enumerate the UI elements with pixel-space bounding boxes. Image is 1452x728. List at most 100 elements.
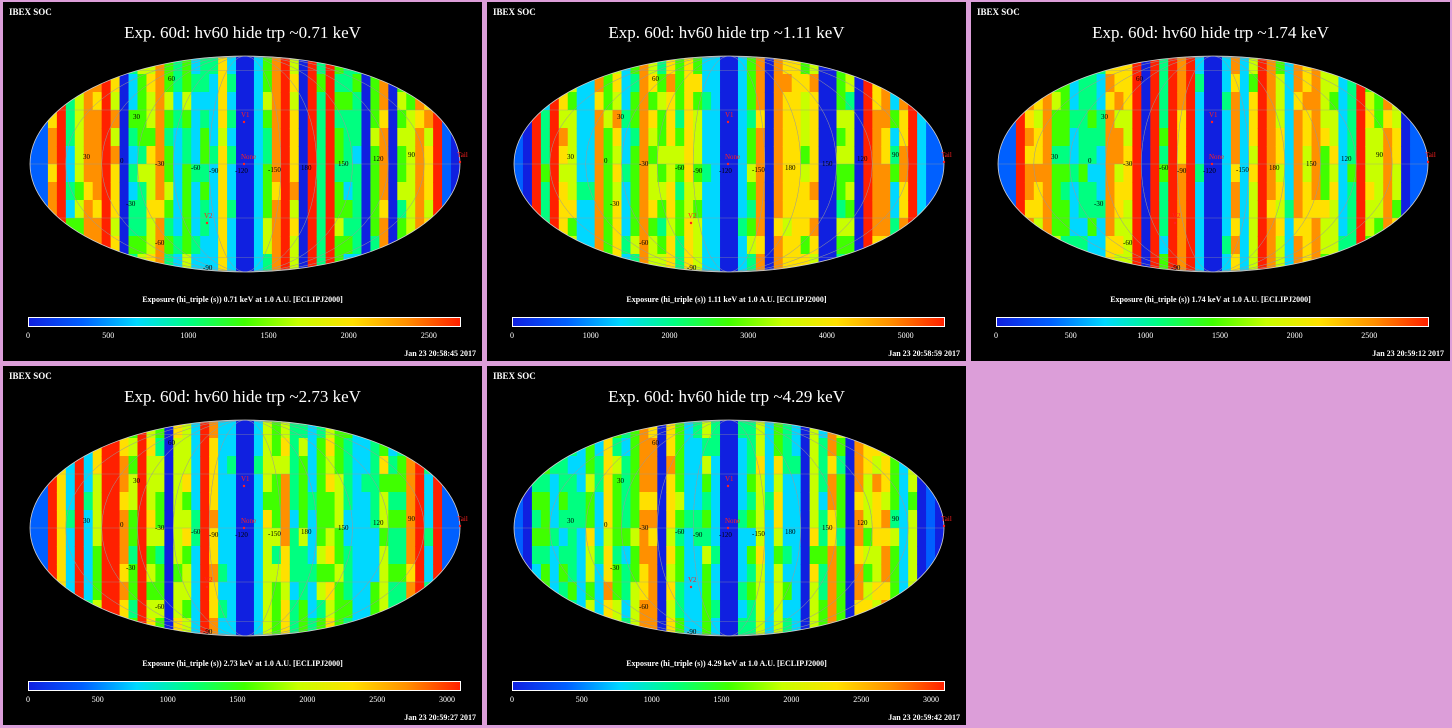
map-cell [809,546,820,565]
map-cell [1150,110,1160,129]
map-cell [128,456,139,475]
map-marker-dot [458,524,462,528]
map-cell [935,510,944,529]
map-cell [200,528,210,547]
map-cell [998,182,1008,201]
map-cell [325,564,336,583]
map-cell [307,510,318,529]
map-cell [926,600,936,619]
map-cell [1338,254,1348,272]
grid-label: 60 [168,75,176,83]
map-cell [245,92,255,111]
map-cell [621,182,632,201]
map-cell [415,146,425,165]
map-cell [191,146,201,165]
map-cell [379,474,389,493]
map-cell [1042,218,1053,237]
map-cell [890,146,900,165]
map-cell [253,600,264,619]
map-cell [1024,146,1035,165]
map-cell [271,74,282,93]
colorbar [28,317,461,327]
grid-label: 30 [617,113,625,121]
map-cell [361,618,372,636]
map-cell [83,420,94,439]
map-cell [155,110,165,129]
map-cell [1078,254,1089,272]
map-cell [899,474,909,493]
map-cell [191,582,201,601]
map-cell [558,74,569,93]
map-cell [1105,218,1116,237]
map-cell [83,528,94,547]
map-cell [137,474,148,493]
map-marker-label: V1 [1209,111,1218,119]
map-cell [863,200,873,219]
map-cell [182,564,192,583]
map-cell [271,510,282,529]
map-cell [379,510,389,529]
map-cell [137,146,148,165]
map-cell [514,546,524,565]
map-cell [729,254,739,272]
map-cell [316,128,327,147]
map-cell [818,110,829,129]
map-marker-label: Tail [1425,151,1436,159]
map-cell [630,128,641,147]
map-cell [549,546,560,565]
map-cell [746,236,757,255]
map-cell [1284,218,1295,237]
map-cell [1114,146,1125,165]
map-cell [406,128,416,147]
map-cell [334,200,345,219]
map-cell [917,420,927,439]
map-cell [110,92,121,111]
map-cell [1248,236,1259,255]
map-cell [612,510,623,529]
map-cell [92,128,103,147]
map-cell [585,420,596,439]
map-cell [827,110,838,129]
map-cell [514,438,524,457]
map-cell [191,110,201,129]
map-cell [737,254,748,272]
map-cell [343,420,354,439]
map-cell [827,56,838,75]
map-cell [262,510,273,529]
map-cell [621,420,632,439]
map-cell [711,182,721,201]
map-cell [289,254,300,272]
map-cell [998,92,1008,111]
map-cell [1015,254,1026,272]
map-cell [764,92,775,111]
map-cell [92,474,103,493]
map-cell [639,456,649,475]
map-cell [1410,254,1420,272]
map-cell [30,510,40,529]
map-cell [1410,110,1420,129]
map-cell [899,618,909,636]
map-cell [630,564,641,583]
map-marker-dot [1173,221,1177,225]
map-cell [47,420,58,439]
map-cell [755,110,766,129]
map-cell [666,182,676,201]
map-cell [540,510,551,529]
map-cell [182,164,192,183]
map-cell [1015,128,1026,147]
map-cell [1401,200,1411,219]
map-cell [415,74,425,93]
map-cell [1338,74,1348,93]
map-cell [818,200,829,219]
map-cell [370,600,380,619]
map-cell [236,474,246,493]
map-cell [567,56,578,75]
map-cell [298,582,309,601]
map-cell [737,146,748,165]
map-cell [146,92,157,111]
map-cell [800,492,811,511]
colorbar [512,317,945,327]
map-cell [1168,74,1178,93]
map-cell [675,438,685,457]
